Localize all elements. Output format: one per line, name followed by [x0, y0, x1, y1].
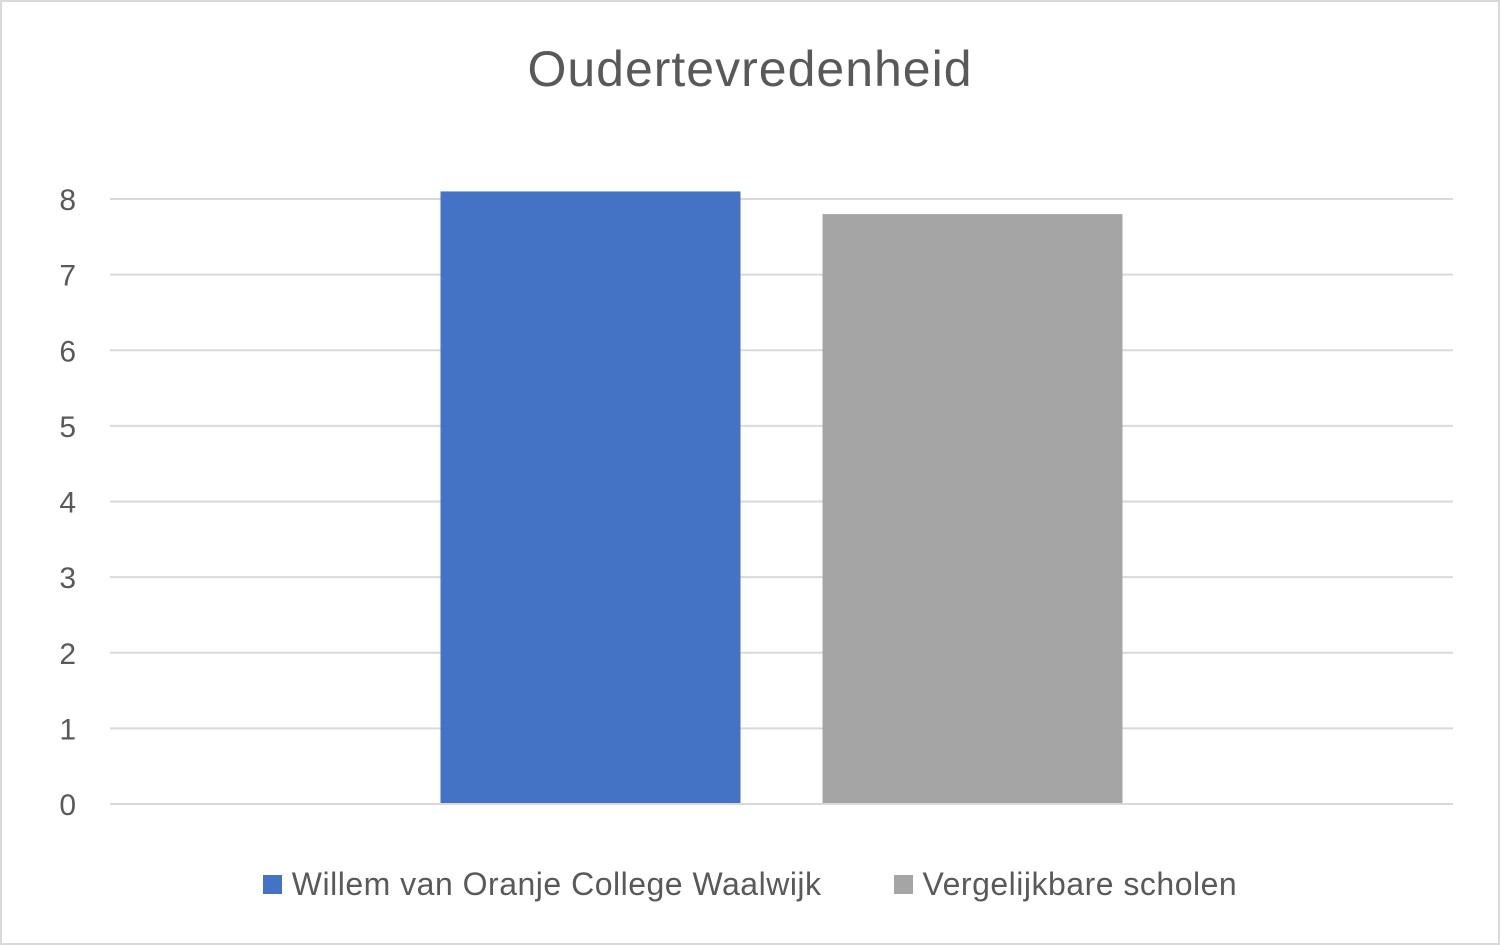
gridlines: [110, 198, 1453, 730]
y-tick-label-1: 1: [59, 713, 76, 746]
legend: Willem van Oranje College Waalwijk Verge…: [2, 866, 1498, 903]
y-tick-label-4: 4: [59, 487, 76, 520]
y-tick-label-6: 6: [59, 335, 76, 368]
y-tick-label-5: 5: [59, 411, 76, 444]
y-tick-label-0: 0: [59, 789, 76, 822]
legend-label-1: Vergelijkbare scholen: [922, 866, 1238, 902]
legend-item-1: Vergelijkbare scholen: [893, 866, 1238, 903]
legend-swatch-1: [893, 875, 913, 894]
legend-swatch-0: [262, 875, 282, 894]
y-tick-label-2: 2: [59, 638, 76, 671]
y-tick-label-3: 3: [59, 562, 76, 595]
legend-item-0: Willem van Oranje College Waalwijk: [262, 866, 822, 903]
bars: [440, 191, 1123, 804]
y-tick-label-8: 8: [59, 184, 76, 217]
bar-series-1: [822, 214, 1123, 804]
y-tick-label-7: 7: [59, 260, 76, 293]
bar-series-0: [440, 191, 741, 804]
legend-label-0: Willem van Oranje College Waalwijk: [291, 866, 822, 902]
y-axis-ticks: 0 1 2 3 4 5 6 7 8: [59, 184, 76, 822]
chart-title: Oudertevredenheid: [527, 41, 973, 97]
